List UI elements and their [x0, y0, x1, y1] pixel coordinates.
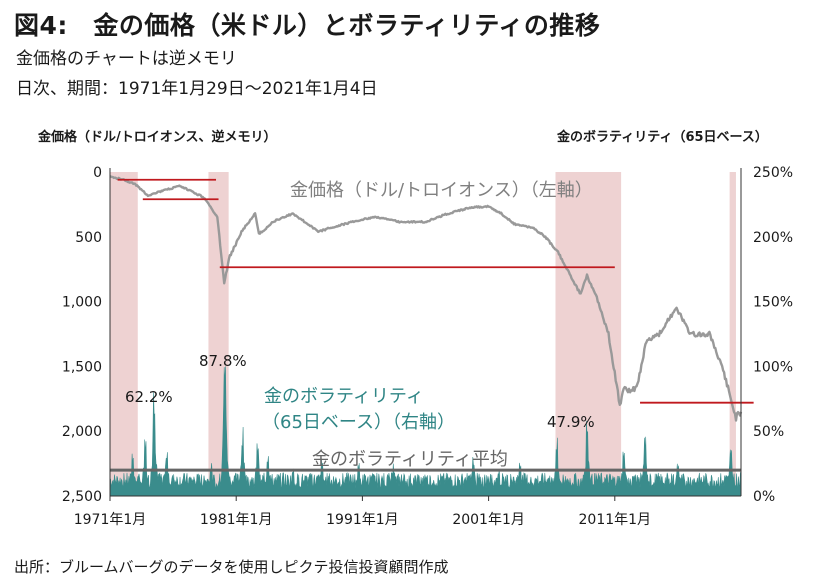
right-tick-label: 200%	[753, 230, 793, 246]
chart-subtitle-period: 日次、期間：1971年1月29日～2021年1月4日	[16, 79, 378, 99]
left-tick-label: 0	[93, 165, 102, 181]
right-tick-label: 100%	[753, 359, 793, 375]
right-tick-label: 50%	[753, 424, 784, 440]
right-tick-label: 150%	[753, 295, 793, 311]
x-tick-label: 2001年1月	[452, 512, 525, 528]
left-tick-label: 1,000	[62, 295, 102, 311]
gold-series-label: 金価格（ドル/トロイオンス）（左軸）	[290, 180, 593, 201]
right-axis-label: 金のボラティリティ（65日ベース）	[557, 130, 768, 145]
right-tick-label: 0%	[753, 489, 775, 505]
shaded-period-0	[110, 172, 138, 496]
volatility-label-line1: 金のボラティリティ	[264, 386, 424, 407]
shaded-period-2	[555, 172, 622, 496]
peak-label-2008: 47.9%	[547, 413, 595, 431]
volatility-series	[109, 366, 742, 497]
annotations: 金価格（ドル/トロイオンス）（左軸） 金のボラティリティ （65日ベース）（右軸） 金…	[125, 180, 595, 470]
left-tick-label: 500	[75, 230, 102, 246]
left-tick-label: 1,500	[62, 359, 102, 375]
x-tick-label: 2011年1月	[579, 512, 652, 528]
chart-subtitle-note: 金価格のチャートは逆メモリ	[16, 49, 237, 69]
red-reference-lines	[117, 178, 754, 404]
gold-price-series	[109, 175, 743, 422]
chart-title: 図4: 金の価格（米ドル）とボラティリティの推移	[14, 11, 601, 40]
peak-label-1974: 62.2%	[125, 388, 173, 406]
source-note: 出所：ブルームバーグのデータを使用しピクテ投信投資顧問作成	[14, 558, 449, 576]
x-tick-label: 1991年1月	[326, 512, 399, 528]
volatility-average-label: 金のボラティリティ平均	[312, 449, 508, 470]
right-tick-label: 250%	[753, 165, 793, 181]
volatility-area	[109, 366, 742, 497]
gold-price-line	[109, 175, 743, 422]
left-tick-label: 2,000	[62, 424, 102, 440]
axes: 0 500 1,000 1,500 2,000 2,500 250% 200% 150% 100%…	[62, 165, 793, 528]
peak-label-1980: 87.8%	[199, 352, 247, 370]
left-tick-label: 2,500	[62, 489, 102, 505]
left-axis-label: 金価格（ドル/トロイオンス、逆メモリ）	[38, 130, 277, 145]
volatility-label-line2: （65日ベース）（右軸）	[262, 412, 455, 433]
x-tick-label: 1981年1月	[200, 512, 273, 528]
shaded-periods	[110, 172, 736, 496]
x-tick-label: 1971年1月	[74, 512, 147, 528]
shaded-period-3	[729, 172, 736, 496]
